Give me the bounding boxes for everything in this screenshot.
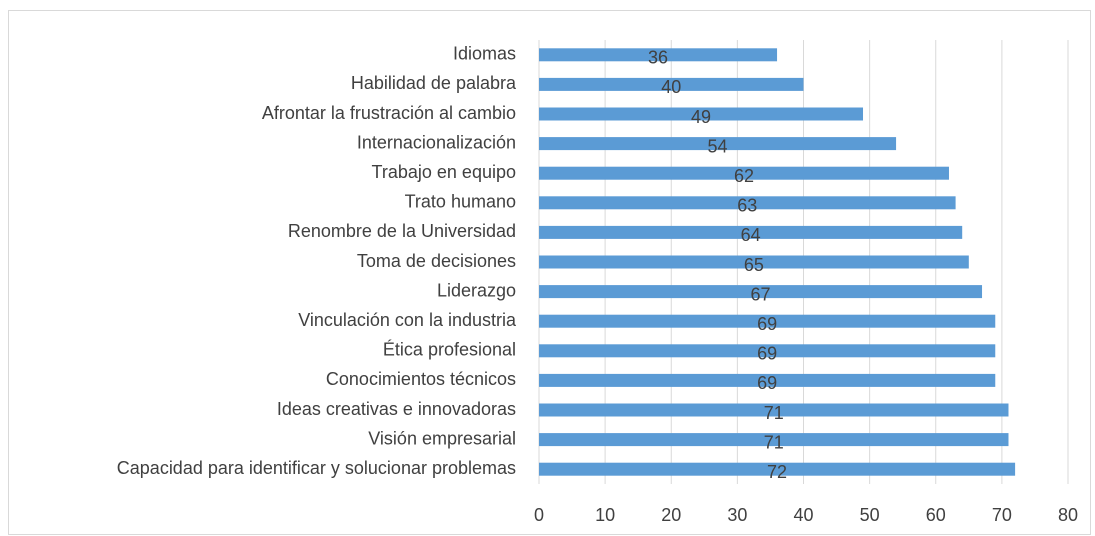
x-tick-label: 70: [992, 505, 1012, 525]
y-tick-label: Toma de decisiones: [357, 251, 516, 271]
y-tick-label: Liderazgo: [437, 280, 516, 300]
x-tick-label: 20: [661, 505, 681, 525]
y-tick-label: Vinculación con la industria: [298, 310, 517, 330]
y-tick-label: Ética profesional: [383, 340, 516, 360]
y-tick-label: Renombre de la Universidad: [288, 221, 516, 241]
bar: [539, 255, 969, 269]
data-label: 65: [744, 255, 764, 275]
bar: [539, 373, 996, 387]
y-tick-label: Capacidad para identificar y solucionar …: [117, 458, 516, 478]
data-label: 49: [691, 107, 711, 127]
x-tick-label: 10: [595, 505, 615, 525]
x-tick-label: 0: [534, 505, 544, 525]
bar: [539, 462, 1016, 476]
y-tick-label: Ideas creativas e innovadoras: [277, 399, 516, 419]
data-label: 64: [741, 225, 761, 245]
data-label: 69: [757, 314, 777, 334]
bar: [539, 196, 956, 210]
data-label: 69: [757, 373, 777, 393]
x-tick-label: 60: [926, 505, 946, 525]
bar: [539, 403, 1009, 417]
bar: [539, 344, 996, 358]
x-tick-label: 30: [727, 505, 747, 525]
data-label: 40: [661, 77, 681, 97]
y-tick-label: Conocimientos técnicos: [326, 369, 516, 389]
data-label: 67: [751, 284, 771, 304]
y-tick-label: Internacionalización: [357, 132, 516, 152]
data-label: 36: [648, 48, 668, 68]
bar: [539, 285, 983, 299]
x-tick-label: 80: [1058, 505, 1078, 525]
x-tick-label: 40: [793, 505, 813, 525]
data-label: 69: [757, 344, 777, 364]
data-label: 63: [737, 196, 757, 216]
data-label: 71: [764, 432, 784, 452]
y-tick-label: Idiomas: [453, 44, 516, 64]
bar: [539, 314, 996, 328]
bar: [539, 107, 864, 121]
y-tick-label: Visión empresarial: [368, 428, 516, 448]
y-tick-label: Afrontar la frustración al cambio: [262, 103, 516, 123]
bar: [539, 77, 804, 91]
bar: [539, 137, 897, 151]
x-tick-label: 50: [860, 505, 880, 525]
data-label: 72: [767, 462, 787, 482]
data-label: 62: [734, 166, 754, 186]
bar: [539, 225, 963, 239]
bar: [539, 166, 949, 180]
chart-border: [8, 10, 1091, 535]
bar: [539, 48, 778, 62]
y-tick-label: Trabajo en equipo: [372, 162, 516, 182]
y-tick-label: Trato humano: [405, 192, 516, 212]
data-label: 71: [764, 403, 784, 423]
y-tick-label: Habilidad de palabra: [351, 73, 517, 93]
bar: [539, 433, 1009, 447]
data-label: 54: [708, 136, 728, 156]
